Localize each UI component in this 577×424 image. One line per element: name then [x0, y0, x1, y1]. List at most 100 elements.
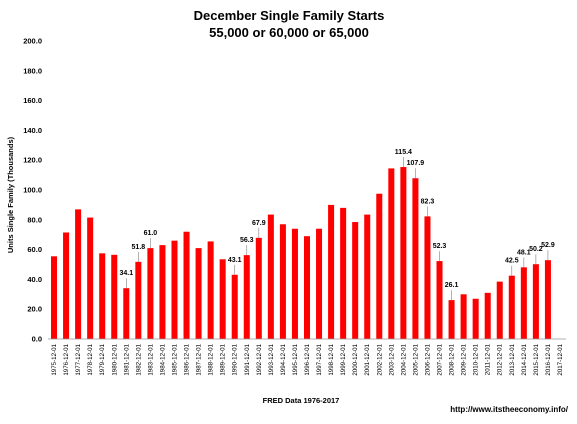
- bar: [532, 264, 539, 339]
- x-tick-label: 1996-12-01: [304, 343, 311, 375]
- x-tick-label: 2014-12-01: [521, 343, 528, 375]
- x-tick-label: 2003-12-01: [388, 343, 395, 375]
- x-tick-label: 2007-12-01: [437, 343, 444, 375]
- x-axis-ticks: 1975-12-01 1976-12-01 1977-12-01 1978-12-01…: [51, 343, 564, 375]
- bar: [75, 209, 82, 339]
- x-tick-label: 2005-12-01: [412, 343, 419, 375]
- bar: [267, 214, 274, 339]
- y-tick-label: 60.0: [27, 245, 42, 254]
- bar: [183, 231, 190, 339]
- y-axis-ticks: 0.0 20.0 40.0 60.0 80.0 100.0 120.0 140.0 160.0 1…: [23, 37, 42, 344]
- bar: [219, 259, 226, 339]
- bar-series: [51, 167, 551, 339]
- data-label: 67.9: [252, 220, 266, 227]
- x-tick-label: 2015-12-01: [533, 343, 540, 375]
- x-tick-label: 2001-12-01: [364, 343, 371, 375]
- data-label: 50.2: [529, 246, 543, 253]
- x-tick-label: 2006-12-01: [424, 343, 431, 375]
- data-label: 61.0: [144, 230, 158, 237]
- y-tick-label: 0.0: [32, 335, 42, 344]
- y-tick-label: 200.0: [23, 37, 42, 46]
- data-label: 56.3: [240, 237, 254, 244]
- data-label: 26.1: [445, 282, 459, 289]
- footer-url: http://www.itstheeconomy.info/: [450, 405, 569, 414]
- x-tick-label: 2013-12-01: [509, 343, 516, 375]
- bar: [291, 228, 298, 339]
- bar: [376, 193, 383, 339]
- bar: [255, 237, 262, 339]
- bar: [171, 240, 178, 339]
- x-tick-label: 1991-12-01: [244, 343, 251, 375]
- x-tick-label: 1975-12-01: [51, 343, 58, 375]
- x-tick-label: 1986-12-01: [184, 343, 191, 375]
- x-tick-label: 1992-12-01: [256, 343, 263, 375]
- y-tick-label: 180.0: [23, 66, 42, 75]
- x-tick-label: 1990-12-01: [232, 343, 239, 375]
- y-tick-label: 120.0: [23, 156, 42, 165]
- x-tick-label: 2016-12-01: [545, 343, 552, 375]
- x-tick-label: 1993-12-01: [268, 343, 275, 375]
- bar: [364, 214, 371, 339]
- bar: [159, 245, 166, 339]
- bar: [99, 253, 106, 339]
- x-tick-label: 1981-12-01: [123, 343, 130, 375]
- y-axis-label: Units Single Family (Thousands): [6, 136, 15, 253]
- y-tick-label: 40.0: [27, 275, 42, 284]
- x-tick-label: 1995-12-01: [292, 343, 299, 375]
- bar: [544, 260, 551, 339]
- bar: [279, 224, 286, 339]
- bar: [51, 256, 58, 339]
- bar: [123, 288, 130, 339]
- x-tick-label: 1977-12-01: [75, 343, 82, 375]
- data-labels: 34.1 51.8 61.0 43.1 56.3 67.9 115.4 107.9 82.3 52…: [119, 149, 555, 301]
- bar: [135, 261, 142, 339]
- bar: [424, 216, 431, 339]
- data-label: 115.4: [395, 149, 412, 156]
- data-label: 34.1: [119, 270, 133, 277]
- x-tick-label: 1999-12-01: [340, 343, 347, 375]
- bar: [520, 267, 527, 339]
- chart-subtitle: 55,000 or 60,000 or 65,000: [209, 25, 369, 40]
- x-tick-label: 1989-12-01: [220, 343, 227, 375]
- bar: [303, 236, 311, 339]
- bar: [388, 168, 395, 339]
- data-label: 52.9: [541, 242, 555, 249]
- bar: [243, 255, 250, 339]
- bar: [340, 207, 347, 339]
- bar: [316, 228, 323, 339]
- data-label: 51.8: [132, 244, 146, 251]
- x-tick-label: 1988-12-01: [208, 343, 215, 375]
- bar: [328, 204, 335, 339]
- x-tick-label: 1994-12-01: [280, 343, 287, 375]
- bar: [63, 232, 70, 339]
- y-tick-label: 160.0: [23, 96, 42, 105]
- x-tick-label: 1978-12-01: [87, 343, 94, 375]
- bar: [231, 274, 238, 339]
- bar: [87, 217, 94, 339]
- bar: [448, 300, 455, 339]
- y-tick-label: 140.0: [23, 126, 42, 135]
- chart-title: December Single Family Starts: [194, 8, 385, 23]
- x-tick-label: 1979-12-01: [99, 343, 106, 375]
- x-tick-label: 1987-12-01: [196, 343, 203, 375]
- x-tick-label: 1982-12-01: [135, 343, 142, 375]
- x-tick-label: 2009-12-01: [461, 343, 468, 375]
- y-tick-label: 20.0: [27, 305, 42, 314]
- bar: [496, 281, 503, 339]
- x-tick-label: 1997-12-01: [316, 343, 323, 375]
- x-tick-label: 1976-12-01: [63, 343, 70, 375]
- bar: [436, 261, 443, 339]
- bar: [195, 248, 202, 339]
- x-tick-label: 1985-12-01: [171, 343, 178, 375]
- bar: [412, 178, 419, 339]
- data-label: 107.9: [407, 160, 425, 167]
- bar: [484, 292, 491, 339]
- bar: [472, 298, 479, 339]
- x-tick-label: 1983-12-01: [147, 343, 154, 375]
- data-label: 82.3: [421, 198, 435, 205]
- y-tick-label: 100.0: [23, 186, 42, 195]
- bar: [207, 241, 214, 339]
- x-tick-label: 2010-12-01: [473, 343, 480, 375]
